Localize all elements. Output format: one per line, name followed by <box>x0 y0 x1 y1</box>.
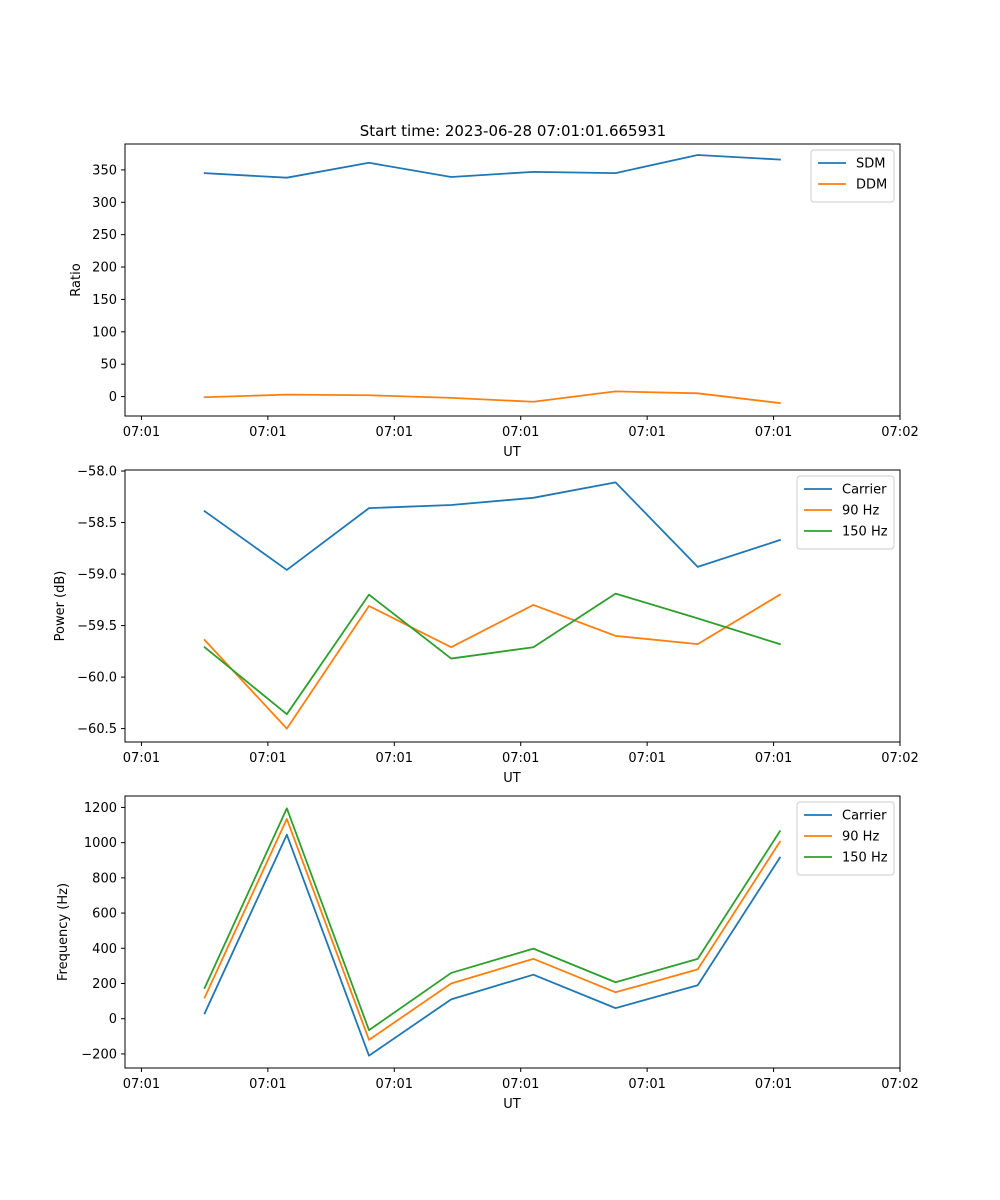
power-x-tick-label: 07:01 <box>123 751 160 766</box>
power-series-line-150-hz <box>203 592 782 716</box>
frequency-plot-area: 07:01 07:01 07:01 07:01 07:01 07:01 07:02 −200 0… <box>81 801 918 1092</box>
power-y-tick-label: −59.0 <box>77 568 117 583</box>
ratio-x-tick-label: 07:01 <box>123 425 160 440</box>
ratio-y-tick-label: 300 <box>92 196 117 211</box>
power-legend-label-150-hz: 150 Hz <box>842 525 888 540</box>
power-y-axis-label: Power (dB) <box>53 571 68 642</box>
ratio-x-tick-label: 07:01 <box>755 425 792 440</box>
ratio-y-axis-label: Ratio <box>69 263 84 296</box>
frequency-series-line-90-hz <box>203 817 782 1041</box>
power-axes-frame <box>124 469 901 743</box>
ratio-x-tick-label: 07:01 <box>376 425 413 440</box>
ratio-panel: Start time: 2023-06-28 07:01:01.665931 0… <box>69 122 919 460</box>
frequency-x-tick-label: 07:02 <box>881 1077 918 1092</box>
frequency-y-tick-label: 0 <box>109 1012 117 1027</box>
power-x-tick-label: 07:01 <box>376 751 413 766</box>
power-x-axis-label: UT <box>503 771 521 786</box>
frequency-y-tick-label: 800 <box>92 871 117 886</box>
power-y-tick-label: −60.0 <box>77 671 117 686</box>
frequency-legend-label-90-hz: 90 Hz <box>842 830 879 845</box>
frequency-legend: Carrier 90 Hz 150 Hz <box>796 801 895 876</box>
frequency-x-axis-label: UT <box>503 1097 521 1112</box>
ratio-x-tick-label: 07:01 <box>502 425 539 440</box>
chart-title: Start time: 2023-06-28 07:01:01.665931 <box>360 122 666 140</box>
ratio-x-tick-label: 07:02 <box>881 425 918 440</box>
ratio-x-axis-label: UT <box>503 445 521 460</box>
ratio-y-tick-label: 250 <box>92 228 117 243</box>
frequency-x-tick-label: 07:01 <box>502 1077 539 1092</box>
frequency-legend-label-carrier: Carrier <box>842 809 887 824</box>
ratio-series-line-sdm <box>203 154 781 179</box>
power-y-tick-label: −58.5 <box>77 516 117 531</box>
frequency-y-tick-label: 200 <box>92 977 117 992</box>
frequency-y-tick-label: 400 <box>92 942 117 957</box>
power-series-line-90-hz <box>203 593 782 730</box>
power-x-tick-label: 07:01 <box>502 751 539 766</box>
ratio-y-tick-label: 50 <box>100 358 117 373</box>
power-x-tick-label: 07:02 <box>881 751 918 766</box>
frequency-y-axis-label: Frequency (Hz) <box>56 883 71 981</box>
power-y-tick-label: −58.0 <box>77 465 117 480</box>
frequency-y-tick-label: 1000 <box>84 836 117 851</box>
ratio-plot-area: 07:01 07:01 07:01 07:01 07:01 07:01 07:02 0 50 10… <box>92 154 919 440</box>
power-legend: Carrier 90 Hz 150 Hz <box>796 475 895 550</box>
power-x-tick-label: 07:01 <box>755 751 792 766</box>
ratio-y-tick-label: 0 <box>109 390 117 405</box>
frequency-y-tick-label: 600 <box>92 907 117 922</box>
frequency-x-tick-label: 07:01 <box>628 1077 665 1092</box>
frequency-series-line-150-hz <box>203 807 782 1032</box>
ratio-x-tick-label: 07:01 <box>628 425 665 440</box>
frequency-x-tick-label: 07:01 <box>755 1077 792 1092</box>
power-x-tick-label: 07:01 <box>628 751 665 766</box>
ratio-y-tick-label: 100 <box>92 325 117 340</box>
frequency-panel: 07:01 07:01 07:01 07:01 07:01 07:01 07:02 −200 0… <box>56 795 919 1112</box>
frequency-x-tick-label: 07:01 <box>123 1077 160 1092</box>
ratio-legend-label-sdm: SDM <box>856 157 885 172</box>
power-series-line-carrier <box>203 481 782 571</box>
ratio-y-tick-label: 350 <box>92 163 117 178</box>
ratio-y-tick-label: 200 <box>92 261 117 276</box>
ratio-legend-label-ddm: DDM <box>856 178 887 193</box>
power-legend-label-90-hz: 90 Hz <box>842 504 879 519</box>
frequency-y-tick-label: 1200 <box>84 801 117 816</box>
frequency-axes-frame <box>124 795 901 1069</box>
frequency-x-tick-label: 07:01 <box>249 1077 286 1092</box>
power-plot-area: 07:01 07:01 07:01 07:01 07:01 07:01 07:02 −60.5… <box>77 465 919 766</box>
ratio-x-tick-label: 07:01 <box>249 425 286 440</box>
ratio-axes-frame <box>124 143 901 417</box>
power-x-tick-label: 07:01 <box>249 751 286 766</box>
frequency-y-tick-label: −200 <box>81 1047 117 1062</box>
power-y-tick-label: −59.5 <box>77 619 117 634</box>
frequency-series-line-carrier <box>203 833 782 1057</box>
frequency-legend-label-150-hz: 150 Hz <box>842 851 888 866</box>
power-panel: 07:01 07:01 07:01 07:01 07:01 07:01 07:02 −60.5… <box>53 465 919 786</box>
power-legend-label-carrier: Carrier <box>842 483 887 498</box>
ratio-series-line-ddm <box>203 390 781 405</box>
ratio-y-tick-label: 150 <box>92 293 117 308</box>
ratio-legend: SDM DDM <box>810 149 895 203</box>
frequency-x-tick-label: 07:01 <box>376 1077 413 1092</box>
power-y-tick-label: −60.5 <box>77 722 117 737</box>
